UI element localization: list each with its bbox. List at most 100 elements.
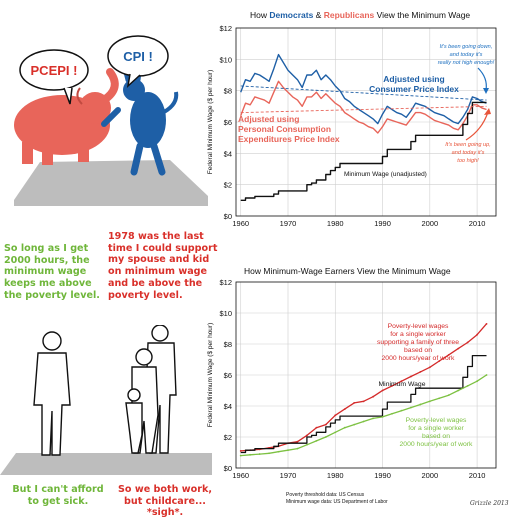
data-point [343, 426, 346, 429]
data-point [362, 420, 365, 423]
bubble-left-text: PCEPI ! [31, 63, 78, 78]
data-point [457, 389, 460, 392]
data-point [343, 408, 346, 410]
data-point [466, 341, 469, 344]
data-point [372, 395, 374, 398]
y-tick-label: $8 [224, 340, 232, 349]
data-point [296, 447, 299, 450]
man-caption: But I can't afford to get sick. [12, 484, 104, 507]
series-line-min-wage [240, 101, 487, 202]
top-title-suffix: View the Minimum Wage [374, 10, 471, 20]
data-point [334, 431, 337, 434]
data-point [410, 375, 412, 378]
x-tick-label: 2010 [469, 471, 486, 480]
y-tick-label: $12 [219, 278, 232, 287]
data-point [353, 423, 356, 426]
y-tick-label: $6 [224, 118, 232, 127]
top-chart-title: How Democrats & Republicans View the Min… [250, 10, 470, 20]
bottom-chart: $0 $2 $4 $6 $8 $10 $12 1960 1970 1980 1990 2000 2010… [207, 278, 497, 480]
data-point [400, 380, 403, 383]
top-title-rep: Republicans [323, 10, 375, 20]
people-cartoon [0, 325, 212, 475]
data-point [315, 426, 318, 429]
y-tick-label: $0 [224, 212, 232, 221]
data-point [239, 450, 242, 452]
data-point [428, 400, 431, 403]
data-point [438, 397, 441, 400]
x-tick-label: 1970 [280, 471, 297, 480]
x-tick-label: 2010 [469, 219, 486, 228]
series-line-pcepi [240, 80, 487, 134]
family-speech: 1978 was the last time I could support m… [108, 231, 218, 301]
chart-annotation: Consumer Price Index [369, 84, 459, 94]
data-point [428, 366, 431, 369]
chart-annotation: It's been going up, [445, 142, 491, 148]
chart-annotation: based on [422, 433, 450, 440]
annotation-arrow [477, 67, 487, 91]
chart-annotation: Minimum Wage (unadjusted) [344, 171, 427, 178]
people-ground [0, 453, 212, 475]
y-tick-label: $0 [224, 464, 232, 473]
chart-annotation: Minimum Wage [379, 381, 426, 388]
y-tick-label: $2 [224, 433, 232, 442]
data-point [457, 347, 460, 350]
x-tick-label: 1980 [327, 219, 344, 228]
y-tick-label: $12 [219, 24, 232, 33]
data-point [287, 449, 289, 452]
y-tick-label: $4 [224, 149, 232, 158]
man-speech: So long as I get 2000 hours, the minimum… [4, 243, 100, 301]
data-point [438, 360, 441, 362]
x-tick-label: 2000 [421, 471, 438, 480]
chart-annotation: 2000 hours/year of work [400, 441, 474, 448]
chart-annotation: Poverty-level wages [406, 417, 467, 424]
chart-annotation: It's been going down, [440, 44, 493, 50]
data-point [485, 374, 488, 376]
x-tick-label: 1990 [374, 471, 391, 480]
speech-bubble-left [19, 49, 89, 91]
plot-frame [235, 27, 497, 217]
data-point [485, 322, 488, 325]
top-title-amp: & [313, 10, 324, 20]
annotation-arrowhead [484, 108, 491, 115]
top-title-dem: Democrats [269, 10, 314, 20]
footnote-line-1: Poverty threshold data: US Census [286, 492, 365, 498]
elephant-figure [14, 68, 119, 165]
data-point [447, 394, 450, 397]
data-point [381, 389, 384, 392]
trend-dash-line [240, 105, 487, 114]
data-point [249, 453, 252, 456]
data-point [400, 409, 403, 412]
y-tick-label: $6 [224, 371, 232, 380]
data-point [306, 443, 308, 446]
data-point [258, 453, 261, 455]
data-point [419, 403, 422, 406]
data-point [419, 371, 422, 373]
series-line-min-wage [240, 354, 487, 454]
data-point [447, 353, 450, 356]
data-point [324, 436, 327, 438]
bubble-right-text: CPI ! [123, 49, 153, 64]
plot-frame [235, 281, 497, 469]
data-point [239, 454, 242, 457]
x-tick-label: 2000 [421, 219, 438, 228]
chart-annotation: Poverty-level wages [388, 323, 449, 330]
x-tick-label: 1960 [232, 471, 249, 480]
data-point [381, 415, 384, 418]
footnote-line-2: Minimum wage data: US Department of Labo… [286, 499, 388, 505]
chart-annotation: for a single worker [408, 425, 464, 432]
trend-dash-line [240, 85, 487, 101]
x-tick-label: 1960 [232, 219, 249, 228]
data-point [277, 450, 280, 453]
data-point [315, 439, 318, 442]
footnote: Poverty threshold data: US Census Minimu… [286, 492, 388, 506]
chart-annotation: really not high enough! [438, 60, 495, 66]
party-cartoon: PCEPI ! CPI ! [14, 35, 208, 206]
x-tick-label: 1970 [280, 219, 297, 228]
data-point [466, 384, 469, 387]
bottom-chart-title: How Minimum-Wage Earners View the Minimu… [244, 266, 451, 276]
cartoon-ground [14, 160, 208, 206]
chart-annotation: Adjusted using [238, 114, 299, 124]
chart-annotation: Personal Consumption [238, 124, 331, 134]
data-point [268, 452, 270, 455]
annotation-arrow [465, 111, 489, 141]
